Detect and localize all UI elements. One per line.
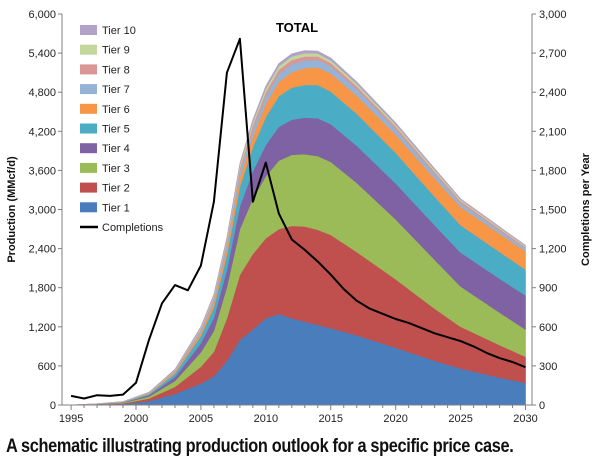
x-tick-label: 2020 xyxy=(383,413,407,425)
y-tick-label: 4,200 xyxy=(28,126,56,138)
y2-tick-label: 2,700 xyxy=(539,48,567,60)
legend-label: Tier 1 xyxy=(102,202,130,214)
y-tick-label: 6,000 xyxy=(28,9,56,21)
y-axis-title: Production (MMcf/d) xyxy=(6,156,18,263)
figure-caption: A schematic illustrating production outl… xyxy=(6,436,514,457)
y-tick-label: 0 xyxy=(50,400,56,412)
y2-tick-label: 1,800 xyxy=(539,165,567,177)
legend-label: Tier 3 xyxy=(102,163,130,175)
x-tick-label: 2000 xyxy=(124,413,148,425)
chart-title: TOTAL xyxy=(276,20,318,35)
y2-tick-label: 2,400 xyxy=(539,87,567,99)
y-tick-label: 1,200 xyxy=(28,322,56,334)
y2-tick-label: 1,200 xyxy=(539,244,567,256)
legend-label: Tier 4 xyxy=(102,143,130,155)
completions-line xyxy=(70,37,526,400)
legend-label: Tier 8 xyxy=(102,64,130,76)
y2-tick-label: 900 xyxy=(539,283,557,295)
y2-tick-label: 3,000 xyxy=(539,9,567,21)
legend-label: Completions xyxy=(102,222,164,234)
y-tick-label: 4,800 xyxy=(28,87,56,99)
y-tick-label: 1,800 xyxy=(28,283,56,295)
legend-label: Tier 2 xyxy=(102,183,130,195)
y2-tick-label: 600 xyxy=(539,322,557,334)
production-chart: 0 600 1,200 1,800 2,400 3,000 3,600 4,200 4,800 5… xyxy=(6,9,592,425)
chart-frame: 0 600 1,200 1,800 2,400 3,000 3,600 4,200 4,800 5… xyxy=(6,9,592,425)
legend-swatch xyxy=(80,103,97,114)
legend-label: Tier 10 xyxy=(102,25,136,37)
legend-label: Tier 9 xyxy=(102,45,130,57)
caption-bar: A schematic illustrating production outl… xyxy=(0,430,600,473)
legend-label: Tier 5 xyxy=(102,124,130,136)
legend-swatch xyxy=(80,202,97,213)
x-tick-label: 2025 xyxy=(448,413,472,425)
x-tick-label: 2010 xyxy=(254,413,278,425)
legend-swatch xyxy=(80,64,97,75)
legend-swatch xyxy=(80,143,97,154)
legend-swatch xyxy=(80,84,97,95)
y-tick-label: 2,400 xyxy=(28,244,56,256)
legend-swatch xyxy=(80,182,97,193)
legend-swatch xyxy=(80,44,97,55)
area-tier-10 xyxy=(71,50,526,406)
legend-swatch xyxy=(80,162,97,173)
y2-tick-label: 0 xyxy=(539,400,545,412)
y-tick-label: 3,000 xyxy=(28,205,56,217)
x-tick-label: 2005 xyxy=(189,413,213,425)
x-tick-label: 2015 xyxy=(319,413,343,425)
y-tick-label: 5,400 xyxy=(28,48,56,60)
y2-axis-title: Completions per Year xyxy=(580,152,592,266)
x-tick-label: 2030 xyxy=(513,413,537,425)
legend-swatch xyxy=(80,123,97,134)
y2-tick-label: 1,500 xyxy=(539,205,567,217)
y-tick-label: 600 xyxy=(38,361,56,373)
legend-label: Tier 6 xyxy=(102,104,130,116)
y-tick-label: 3,600 xyxy=(28,165,56,177)
legend-label: Tier 7 xyxy=(102,84,130,96)
y2-tick-label: 2,100 xyxy=(539,126,567,138)
x-tick-label: 1995 xyxy=(59,413,83,425)
y2-tick-label: 300 xyxy=(539,361,557,373)
legend-swatch xyxy=(80,25,97,35)
